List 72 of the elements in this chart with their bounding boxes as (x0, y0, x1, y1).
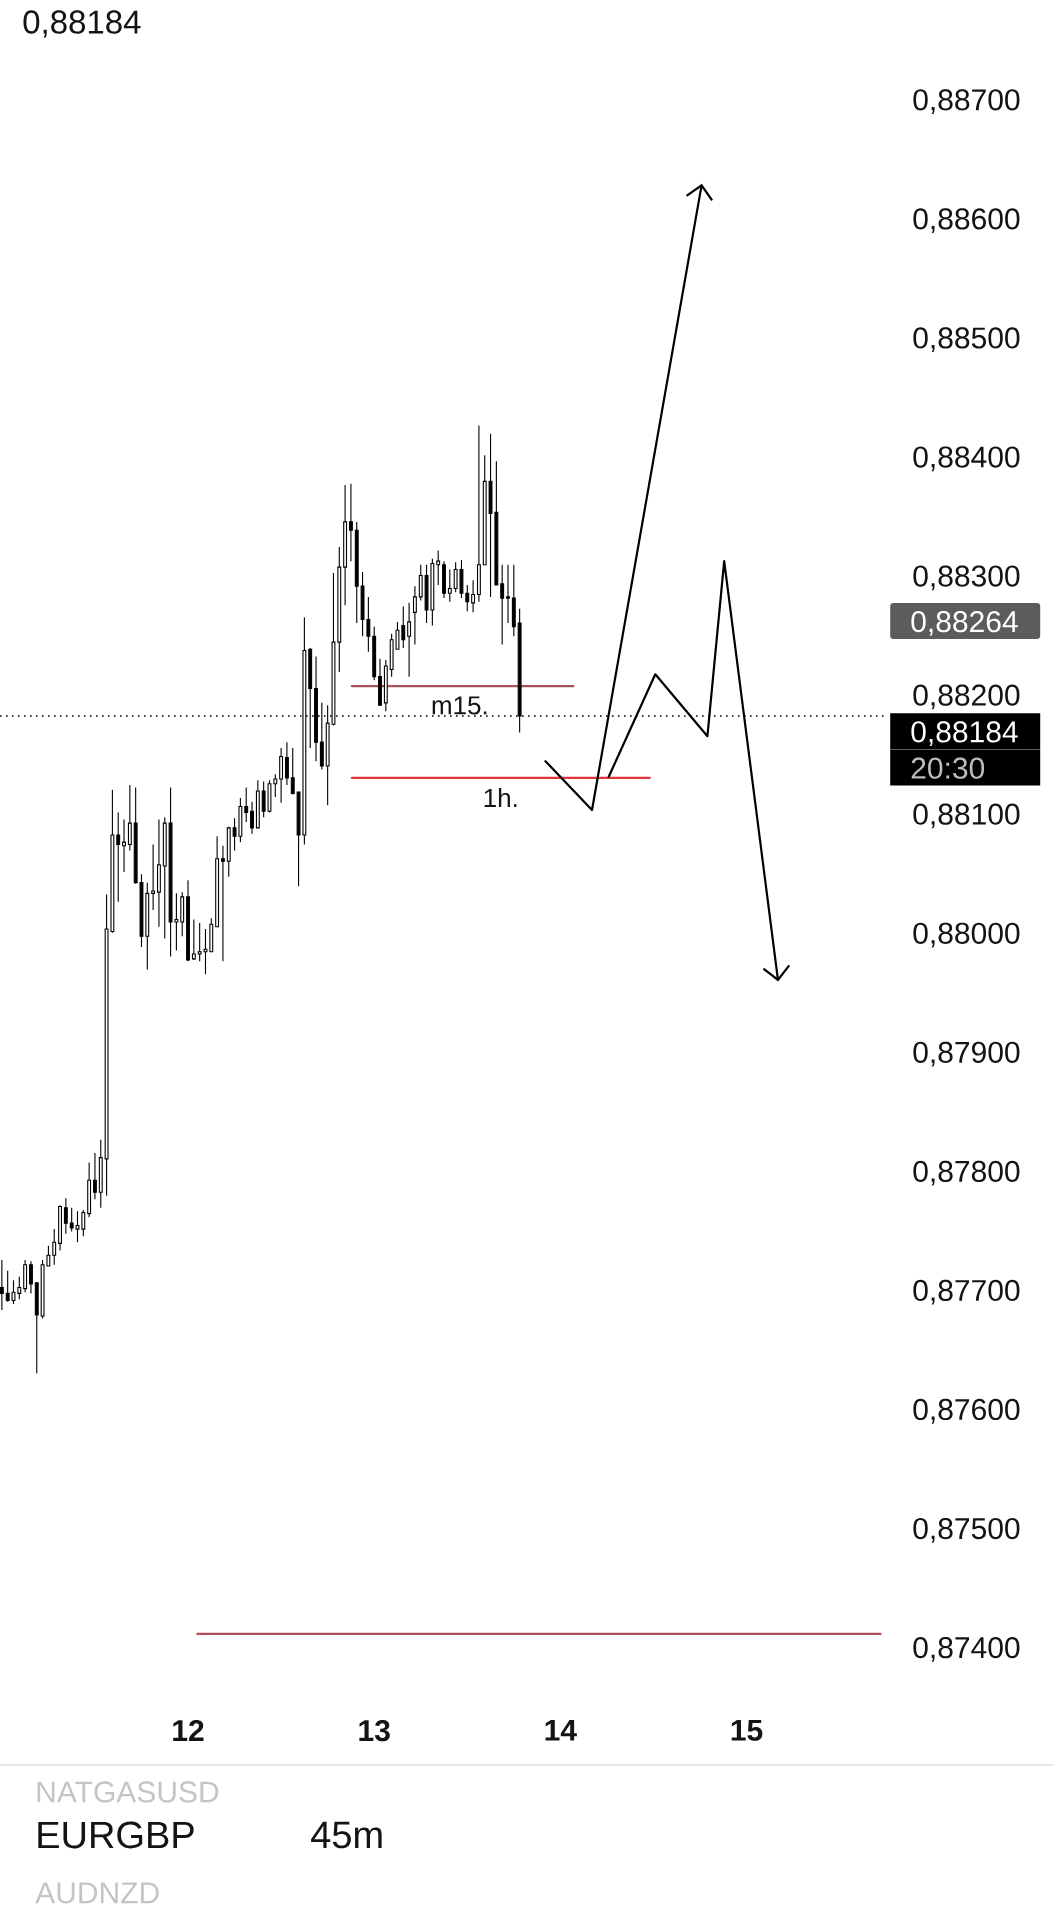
candlestick (284, 741, 289, 786)
candlestick (34, 1282, 39, 1374)
candlestick (162, 816, 167, 940)
text: NATGASUSD (37, 1781, 219, 1803)
candlestick (58, 1204, 62, 1252)
candlestick (220, 845, 225, 962)
candlestick (98, 1139, 103, 1209)
candlestick (23, 1259, 28, 1293)
candlestick (186, 879, 190, 962)
x-tick-label: 15 (731, 1719, 763, 1741)
candlestick (383, 659, 388, 712)
candlestick (255, 779, 260, 829)
y-tick-label: 0,87800 (913, 1160, 1020, 1186)
candlestick (29, 1260, 33, 1294)
candlestick (87, 1161, 92, 1218)
y-tick-label: 0,88700 (913, 89, 1020, 114)
candlestick (511, 564, 516, 637)
y-tick-label: 0,88400 (913, 446, 1020, 472)
text: EURGBP (38, 1821, 194, 1849)
candlestick (250, 801, 254, 835)
y-tick-label: 0,88500 (913, 327, 1020, 353)
candlestick (52, 1228, 57, 1266)
candlestick (290, 747, 295, 796)
candlestick (348, 483, 353, 562)
x-tick-label: 13 (359, 1719, 390, 1742)
annotation: m15. (432, 696, 487, 715)
candlestick (180, 891, 185, 937)
candlestick (436, 549, 441, 586)
x-tick-label: 14 (545, 1719, 577, 1741)
candlestick (226, 826, 231, 878)
candlestick (244, 786, 249, 823)
candlestick (215, 835, 220, 928)
candlestick (372, 626, 377, 681)
candlestick (122, 818, 126, 873)
y-tick-label: 0,87700 (913, 1279, 1020, 1305)
candlestick (116, 811, 121, 903)
candlestick (156, 818, 161, 928)
y-tick-label: 0,88600 (913, 208, 1020, 234)
candlestick (506, 564, 510, 624)
candlestick (151, 843, 156, 911)
x-tick-label: 12 (173, 1719, 204, 1741)
y-tick-label: 0,87900 (913, 1041, 1020, 1067)
y-tick-label: 0,87600 (913, 1398, 1020, 1424)
candlestick (500, 564, 505, 646)
text: 20:30 (911, 757, 985, 779)
y-tick-label: 0,88100 (913, 803, 1020, 829)
y-tick-label: 0,88300 (913, 565, 1020, 591)
text: 0,88264 (911, 611, 1018, 636)
text: 0,88184 (23, 10, 141, 38)
candlestick (378, 658, 382, 706)
annotation: 1h. (484, 788, 517, 807)
candlestick (471, 579, 476, 613)
candlestick (407, 602, 412, 678)
candlestick (476, 424, 481, 603)
ref-line-label: 0,88184 (911, 721, 1018, 746)
candlestick (442, 560, 446, 599)
text: 45m (311, 1821, 382, 1849)
candlestick (63, 1197, 68, 1235)
candlestick (412, 585, 417, 646)
candlestick (0, 1259, 4, 1311)
candlestick (354, 521, 359, 624)
candlestick (343, 484, 348, 606)
y-tick-label: 0,87400 (913, 1637, 1020, 1662)
y-tick-label: 0,87500 (913, 1517, 1020, 1543)
y-tick-label: 0,88000 (913, 922, 1020, 948)
y-tick-label: 0,88200 (913, 684, 1020, 710)
candlestick (279, 747, 284, 804)
candlestick (92, 1152, 97, 1200)
text: AUDNZD (35, 1882, 159, 1904)
candlestick (447, 568, 452, 603)
candlestick (127, 784, 132, 852)
candlestick (191, 919, 196, 961)
